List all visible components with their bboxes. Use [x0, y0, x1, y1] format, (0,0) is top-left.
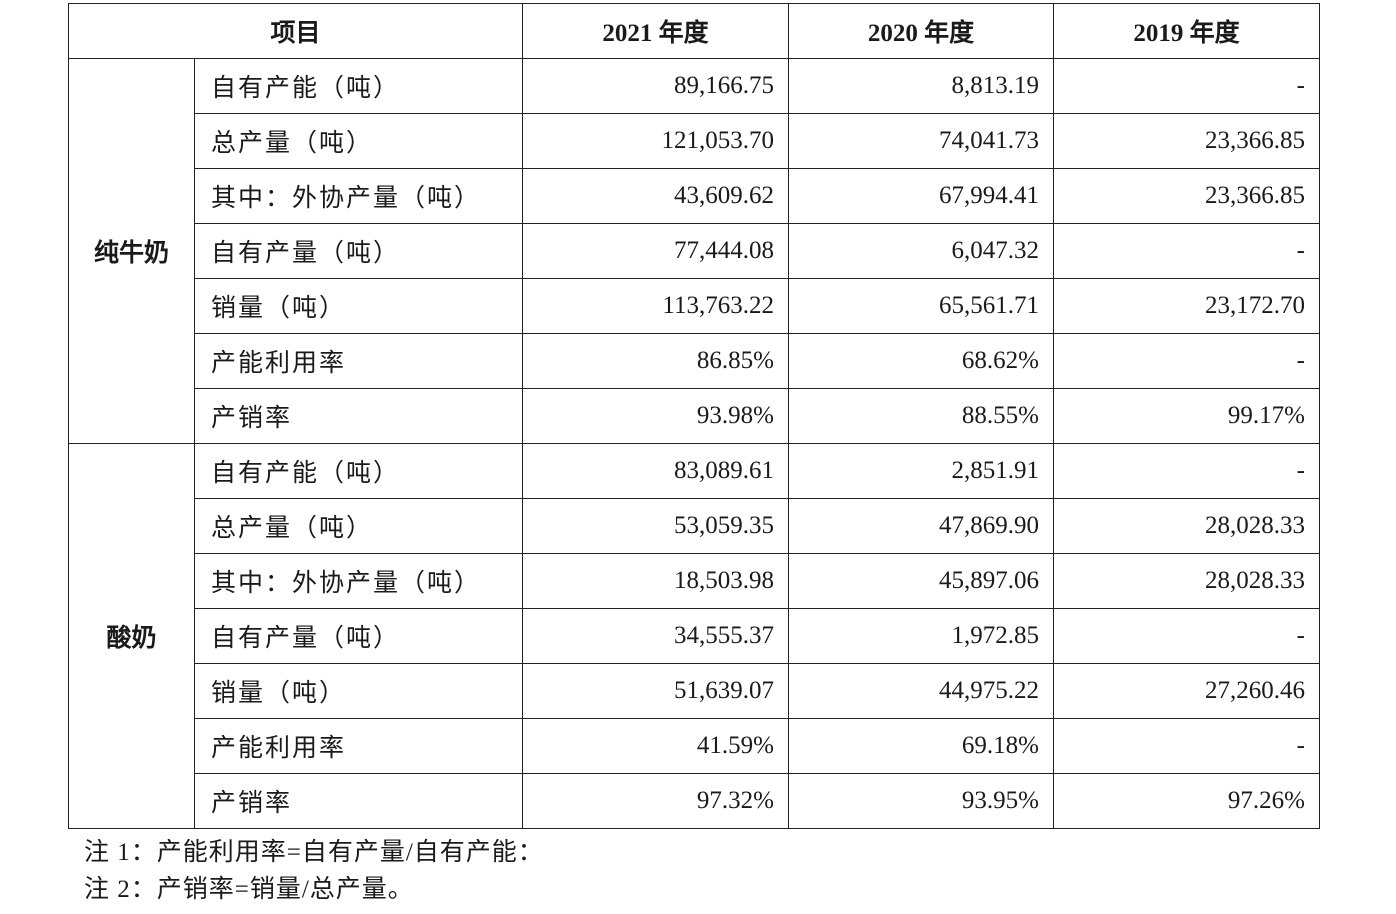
header-item: 项目	[68, 3, 523, 59]
note-2: 注 2：产销率=销量/总产量。	[84, 876, 414, 903]
value-cell: 113,763.22	[522, 278, 789, 334]
value-cell: -	[1053, 718, 1320, 774]
header-2021: 2021 年度	[522, 3, 789, 59]
row-label: 自有产能（吨）	[194, 443, 523, 499]
header-2020: 2020 年度	[788, 3, 1054, 59]
value-cell: 27,260.46	[1053, 663, 1320, 719]
row-label: 产能利用率	[194, 333, 523, 389]
row-label: 自有产量（吨）	[194, 223, 523, 279]
table-row: 其中：外协产量（吨） 18,503.98 45,897.06 28,028.33	[69, 553, 1320, 609]
value-cell: 6,047.32	[788, 223, 1054, 279]
header-row: 项目 2021 年度 2020 年度 2019 年度	[68, 3, 1320, 59]
production-sales-table: 项目 2021 年度 2020 年度 2019 年度 纯牛奶 自有产能（吨） 89,…	[68, 3, 1320, 829]
value-cell: -	[1053, 608, 1320, 664]
value-cell: 41.59%	[522, 718, 789, 774]
table-row: 产能利用率 41.59% 69.18% -	[69, 718, 1320, 774]
value-cell: 28,028.33	[1053, 498, 1320, 554]
value-cell: 45,897.06	[788, 553, 1054, 609]
value-cell: 88.55%	[788, 388, 1054, 444]
value-cell: 34,555.37	[522, 608, 789, 664]
value-cell: 99.17%	[1053, 388, 1320, 444]
note-1: 注 1：产能利用率=自有产量/自有产能：	[84, 839, 544, 866]
value-cell: 121,053.70	[522, 113, 789, 169]
row-label: 产销率	[194, 388, 523, 444]
row-label: 销量（吨）	[194, 278, 523, 334]
table-row: 产销率 93.98% 88.55% 99.17%	[69, 388, 1320, 444]
category-cell: 酸奶	[68, 443, 195, 829]
value-cell: 65,561.71	[788, 278, 1054, 334]
value-cell: 47,869.90	[788, 498, 1054, 554]
value-cell: 51,639.07	[522, 663, 789, 719]
row-label: 总产量（吨）	[194, 498, 523, 554]
table-row: 产能利用率 86.85% 68.62% -	[69, 333, 1320, 389]
table-row: 销量（吨） 51,639.07 44,975.22 27,260.46	[69, 663, 1320, 719]
value-cell: 97.26%	[1053, 773, 1320, 829]
table-row: 自有产量（吨） 77,444.08 6,047.32-	[69, 223, 1320, 279]
value-cell: 77,444.08	[522, 223, 789, 279]
value-cell: 8,813.19	[788, 58, 1054, 114]
table-row: 酸奶 自有产能（吨） 83,089.61 2,851.91-	[68, 443, 1320, 829]
value-cell: 93.98%	[522, 388, 789, 444]
value-cell: 44,975.22	[788, 663, 1054, 719]
value-cell: 93.95%	[788, 773, 1054, 829]
value-cell: 69.18%	[788, 718, 1054, 774]
value-cell: 89,166.75	[522, 58, 789, 114]
value-cell: 68.62%	[788, 333, 1054, 389]
table-row: 销量（吨） 113,763.22 65,561.71 23,172.70	[69, 278, 1320, 334]
row-label: 其中：外协产量（吨）	[194, 168, 523, 224]
table-row: 总产量（吨） 121,053.70 74,041.73 23,366.85	[69, 113, 1320, 169]
row-label: 产销率	[194, 773, 523, 829]
table-row: 其中：外协产量（吨） 43,609.62 67,994.41 23,366.85	[69, 168, 1320, 224]
table-row: 产销率 97.32% 93.95% 97.26%	[69, 773, 1320, 829]
value-cell: -	[1053, 443, 1320, 499]
row-label: 产能利用率	[194, 718, 523, 774]
value-cell: 23,366.85	[1053, 168, 1320, 224]
row-label: 其中：外协产量（吨）	[194, 553, 523, 609]
header-2019: 2019 年度	[1053, 3, 1320, 59]
value-cell: 43,609.62	[522, 168, 789, 224]
row-label: 总产量（吨）	[194, 113, 523, 169]
value-cell: 2,851.91	[788, 443, 1054, 499]
value-cell: 23,172.70	[1053, 278, 1320, 334]
value-cell: 67,994.41	[788, 168, 1054, 224]
value-cell: 1,972.85	[788, 608, 1054, 664]
value-cell: -	[1053, 223, 1320, 279]
value-cell: 74,041.73	[788, 113, 1054, 169]
table-row: 总产量（吨） 53,059.35 47,869.90 28,028.33	[69, 498, 1320, 554]
category-cell: 纯牛奶	[68, 58, 195, 444]
row-label: 自有产能（吨）	[194, 58, 523, 114]
value-cell: -	[1053, 333, 1320, 389]
value-cell: 18,503.98	[522, 553, 789, 609]
table-row: 纯牛奶 自有产能（吨） 89,166.75 8,813.19-	[68, 58, 1320, 444]
row-label: 销量（吨）	[194, 663, 523, 719]
value-cell: 28,028.33	[1053, 553, 1320, 609]
value-cell: 23,366.85	[1053, 113, 1320, 169]
value-cell: 97.32%	[522, 773, 789, 829]
value-cell: -	[1053, 58, 1320, 114]
value-cell: 83,089.61	[522, 443, 789, 499]
value-cell: 53,059.35	[522, 498, 789, 554]
value-cell: 86.85%	[522, 333, 789, 389]
row-label: 自有产量（吨）	[194, 608, 523, 664]
table-row: 自有产量（吨） 34,555.37 1,972.85-	[69, 608, 1320, 664]
